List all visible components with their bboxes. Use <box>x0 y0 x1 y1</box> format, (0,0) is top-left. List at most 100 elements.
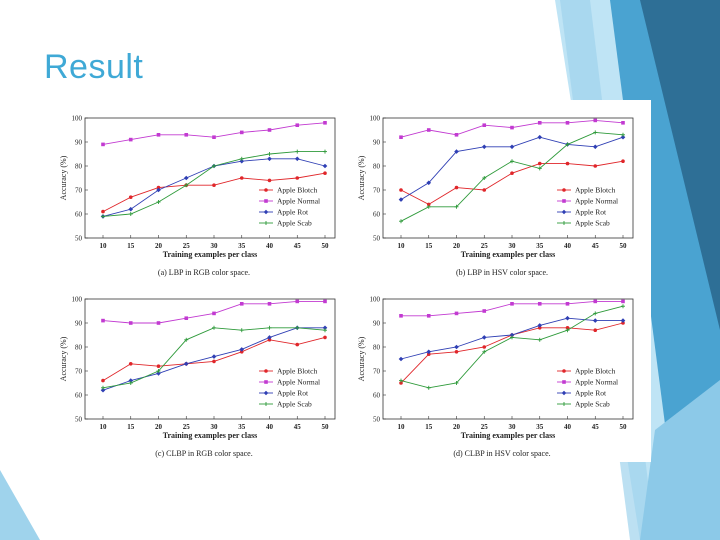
legend-marker <box>263 209 269 215</box>
x-tick-label: 20 <box>453 242 461 250</box>
data-point <box>156 371 161 376</box>
x-tick-label: 15 <box>425 242 433 250</box>
data-point <box>239 156 244 161</box>
data-point <box>239 302 244 306</box>
data-point <box>454 133 459 137</box>
legend-marker <box>561 209 567 215</box>
data-point <box>267 302 272 306</box>
x-tick-label: 50 <box>322 423 330 431</box>
data-point <box>482 123 487 127</box>
data-point <box>184 133 189 137</box>
data-point <box>184 316 189 320</box>
data-point <box>621 299 625 304</box>
y-tick-label: 70 <box>373 368 381 376</box>
data-point <box>322 163 328 169</box>
data-point <box>128 195 133 199</box>
y-axis-label: Accuracy (%) <box>59 336 68 381</box>
x-tick-label: 15 <box>425 423 433 431</box>
y-tick-label: 100 <box>370 115 381 123</box>
legend-label: Apple Blotch <box>575 367 615 376</box>
y-tick-label: 80 <box>75 344 83 352</box>
legend-label: Apple Rot <box>277 208 309 217</box>
x-tick-label: 15 <box>127 242 135 250</box>
data-point <box>509 144 515 150</box>
data-point <box>183 175 189 181</box>
data-point <box>593 164 598 168</box>
x-tick-label: 20 <box>453 423 461 431</box>
data-point <box>295 123 300 127</box>
legend-label: Apple Normal <box>277 378 320 387</box>
data-point <box>212 164 216 168</box>
y-tick-label: 60 <box>373 211 381 219</box>
data-point <box>399 381 403 385</box>
data-point <box>128 137 133 142</box>
data-point <box>399 219 403 224</box>
legend-marker <box>263 390 269 396</box>
x-tick-label: 50 <box>620 423 628 431</box>
data-point <box>399 378 403 383</box>
data-point <box>426 128 431 132</box>
x-tick-label: 50 <box>322 242 330 250</box>
data-point <box>454 185 459 190</box>
data-point <box>565 302 570 306</box>
data-point <box>593 328 598 332</box>
data-point <box>454 350 459 354</box>
legend-label: Apple Blotch <box>575 186 615 195</box>
x-tick-label: 25 <box>481 242 489 250</box>
data-point <box>101 209 105 214</box>
data-point <box>323 149 327 154</box>
data-point <box>565 315 570 321</box>
data-point <box>128 378 134 383</box>
data-point <box>267 338 272 342</box>
x-axis-label: Training examples per class <box>163 431 258 440</box>
x-tick-label: 40 <box>266 423 274 431</box>
data-point <box>212 325 216 330</box>
data-point <box>294 156 300 162</box>
data-point <box>183 361 189 367</box>
legend-marker <box>562 380 566 384</box>
data-point <box>482 349 487 354</box>
data-point <box>156 187 161 193</box>
x-tick-label: 30 <box>509 423 517 431</box>
data-point <box>482 309 487 313</box>
plot-area <box>382 298 634 420</box>
x-tick-label: 10 <box>398 242 406 250</box>
x-tick-label: 25 <box>183 423 191 431</box>
y-tick-label: 60 <box>75 392 83 400</box>
data-point <box>454 204 459 209</box>
chart-c: 50 60 70 80 90 100 10 15 20 25 30 35 40 45 50 Training … <box>59 296 336 440</box>
data-point <box>510 171 514 175</box>
data-point <box>426 352 431 356</box>
y-tick-label: 100 <box>370 296 381 304</box>
data-point <box>212 311 216 316</box>
data-point <box>184 337 189 342</box>
x-tick-label: 40 <box>266 242 274 250</box>
legend-label: Apple Normal <box>575 197 618 206</box>
data-point <box>212 135 216 139</box>
data-point <box>454 311 459 316</box>
data-point <box>156 200 161 204</box>
data-point <box>267 128 272 132</box>
data-point <box>510 159 514 164</box>
y-tick-label: 80 <box>373 163 381 171</box>
chart-a: 50 60 70 80 90 100 10 15 20 25 30 35 40 45 50 Training … <box>59 115 336 259</box>
data-point <box>482 176 487 180</box>
data-point <box>399 188 403 192</box>
data-point <box>454 344 459 350</box>
legend-label: Apple Scab <box>277 400 312 409</box>
data-point <box>565 161 570 166</box>
y-tick-label: 90 <box>75 139 83 147</box>
data-point <box>510 302 514 306</box>
data-point <box>128 206 134 212</box>
plot-area <box>382 117 634 239</box>
data-point <box>593 130 598 135</box>
x-tick-label: 45 <box>592 242 600 250</box>
x-tick-label: 50 <box>620 242 628 250</box>
data-point <box>510 125 514 130</box>
data-point <box>211 354 217 359</box>
series-line <box>102 122 326 145</box>
data-point <box>621 132 625 137</box>
chart-b: 50 60 70 80 90 100 10 15 20 25 30 35 40 45 50 Training … <box>357 115 634 259</box>
data-point <box>295 299 300 304</box>
data-point <box>101 385 105 390</box>
